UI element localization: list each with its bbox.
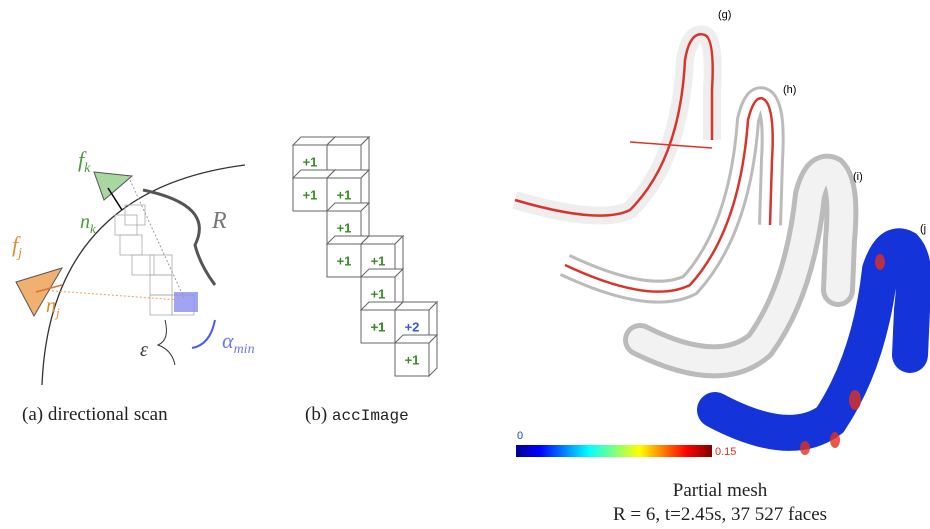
cell-label: +1 — [337, 254, 352, 269]
scan-line — [130, 180, 185, 300]
cell-label: +1 — [371, 254, 386, 269]
face-j-label: fj — [12, 232, 22, 261]
panel-a: fk nk R fj nj αmin ε (a) directional sca… — [12, 147, 255, 425]
view-label: (g) — [718, 9, 731, 21]
cell-label: +2 — [405, 320, 420, 335]
alpha-label: αmin — [222, 328, 255, 357]
selected-voxel — [174, 292, 198, 312]
cell-label: +1 — [337, 221, 352, 236]
mesh-g — [515, 34, 713, 215]
view-label: (j — [920, 223, 926, 235]
normal-k-label: nk — [80, 211, 96, 236]
epsilon-label: ε — [140, 339, 148, 361]
cell-label: +1 — [371, 287, 386, 302]
caption-c: Partial mesh — [673, 480, 768, 501]
caption-b: (b) accImage — [305, 404, 409, 425]
face-k-label: fk — [78, 147, 91, 176]
cell-label: +1 — [303, 188, 318, 203]
cell-label: +1 — [337, 188, 352, 203]
colorbar — [516, 445, 712, 457]
view-label: (h) — [783, 84, 796, 96]
epsilon-brace — [158, 320, 175, 365]
panel-b: +1+1+1+1+1+1+1+1+1+2+1 — [293, 137, 437, 376]
caption-a: (a) directional scan — [22, 404, 168, 425]
angle-arc — [192, 320, 215, 348]
colorbar-max: 0.15 — [715, 446, 736, 458]
radius-label: R — [211, 208, 227, 234]
view-label: (i) — [853, 171, 863, 183]
cell-label: +1 — [303, 155, 318, 170]
panel-c: (g) (h) (i) (j 0 0.15 Partial mesh R = 6… — [515, 9, 926, 525]
cell-label: +1 — [371, 320, 386, 335]
cell-label: +1 — [405, 353, 420, 368]
colorbar-min: 0 — [517, 430, 523, 442]
caption-c: R = 6, t=2.45s, 37 527 faces — [613, 504, 827, 525]
normal-k — [108, 188, 122, 210]
figure: fk nk R fj nj αmin ε (a) directional sca… — [0, 0, 930, 529]
cube-side — [429, 335, 437, 376]
